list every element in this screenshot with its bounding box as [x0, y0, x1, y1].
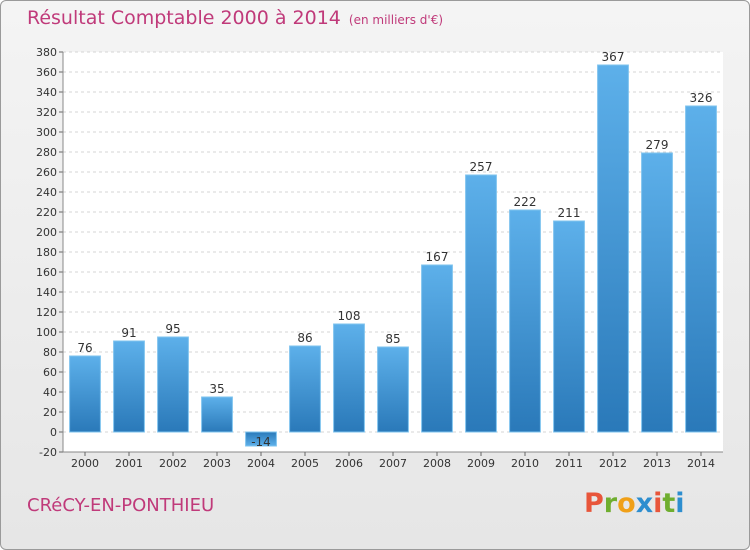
- y-tick-label: 0: [50, 426, 57, 439]
- data-label: 326: [690, 91, 713, 105]
- bar: [69, 355, 101, 433]
- bar: [201, 396, 233, 433]
- logo-letter: r: [603, 488, 618, 519]
- x-tick-label: 2012: [599, 457, 627, 470]
- data-label: 35: [209, 382, 224, 396]
- data-label: 257: [470, 160, 493, 174]
- x-tick-label: 2013: [643, 457, 671, 470]
- bar: [597, 64, 629, 433]
- x-tick-label: 2001: [115, 457, 143, 470]
- data-label: 222: [514, 195, 537, 209]
- data-label: -14: [251, 435, 271, 449]
- x-tick-label: 2008: [423, 457, 451, 470]
- y-tick-label: 300: [36, 126, 57, 139]
- data-label: 367: [602, 50, 625, 64]
- bar: [245, 431, 277, 447]
- bar: [685, 105, 717, 433]
- y-tick-label: 140: [36, 286, 57, 299]
- x-tick-label: 2003: [203, 457, 231, 470]
- y-tick-label: 280: [36, 146, 57, 159]
- city-name: CRéCY-EN-PONTHIEU: [27, 495, 215, 516]
- proxiti-logo: Proxiti: [584, 488, 685, 519]
- y-tick-label: 40: [43, 386, 57, 399]
- y-tick-label: 340: [36, 86, 57, 99]
- x-tick-label: 2006: [335, 457, 363, 470]
- logo-letter: t: [662, 488, 676, 519]
- y-tick-label: 260: [36, 166, 57, 179]
- data-label: 211: [558, 206, 581, 220]
- y-tick-label: 180: [36, 246, 57, 259]
- logo-letter: o: [617, 488, 636, 519]
- x-tick-label: 2007: [379, 457, 407, 470]
- logo-letter: i: [675, 488, 685, 519]
- x-tick-label: 2000: [71, 457, 99, 470]
- y-tick-label: 380: [36, 46, 57, 59]
- y-tick-label: -20: [39, 446, 57, 459]
- bar: [553, 220, 585, 433]
- bar: [157, 336, 189, 433]
- data-label: 85: [385, 332, 400, 346]
- y-tick-label: 60: [43, 366, 57, 379]
- y-tick-label: 160: [36, 266, 57, 279]
- x-tick-label: 2004: [247, 457, 275, 470]
- x-tick-label: 2011: [555, 457, 583, 470]
- x-tick-label: 2010: [511, 457, 539, 470]
- bar: [333, 323, 365, 433]
- y-tick-label: 360: [36, 66, 57, 79]
- bar: [465, 174, 497, 433]
- x-tick-label: 2002: [159, 457, 187, 470]
- y-tick-label: 80: [43, 346, 57, 359]
- y-tick-label: 100: [36, 326, 57, 339]
- bar: [113, 340, 145, 433]
- y-tick-label: 200: [36, 226, 57, 239]
- logo-letter: P: [584, 488, 604, 519]
- y-tick-label: 240: [36, 186, 57, 199]
- bar: [509, 209, 541, 433]
- x-tick-label: 2009: [467, 457, 495, 470]
- data-label: 86: [297, 331, 312, 345]
- data-label: 91: [121, 326, 136, 340]
- y-tick-label: 220: [36, 206, 57, 219]
- x-tick-label: 2014: [687, 457, 715, 470]
- bar: [377, 346, 409, 433]
- data-label: 167: [426, 250, 449, 264]
- data-label: 95: [165, 322, 180, 336]
- data-label: 279: [646, 138, 669, 152]
- y-tick-label: 320: [36, 106, 57, 119]
- logo-letter: x: [635, 488, 654, 519]
- y-tick-label: 120: [36, 306, 57, 319]
- bar: [421, 264, 453, 433]
- bar: [641, 152, 673, 433]
- bar: [289, 345, 321, 433]
- logo-letter: i: [653, 488, 663, 519]
- x-tick-label: 2005: [291, 457, 319, 470]
- data-label: 108: [338, 309, 361, 323]
- y-tick-label: 20: [43, 406, 57, 419]
- chart-subtitle: (en milliers d'€): [348, 13, 444, 27]
- chart-title: Résultat Comptable 2000 à 2014 (en millie…: [27, 7, 444, 29]
- data-label: 76: [77, 341, 92, 355]
